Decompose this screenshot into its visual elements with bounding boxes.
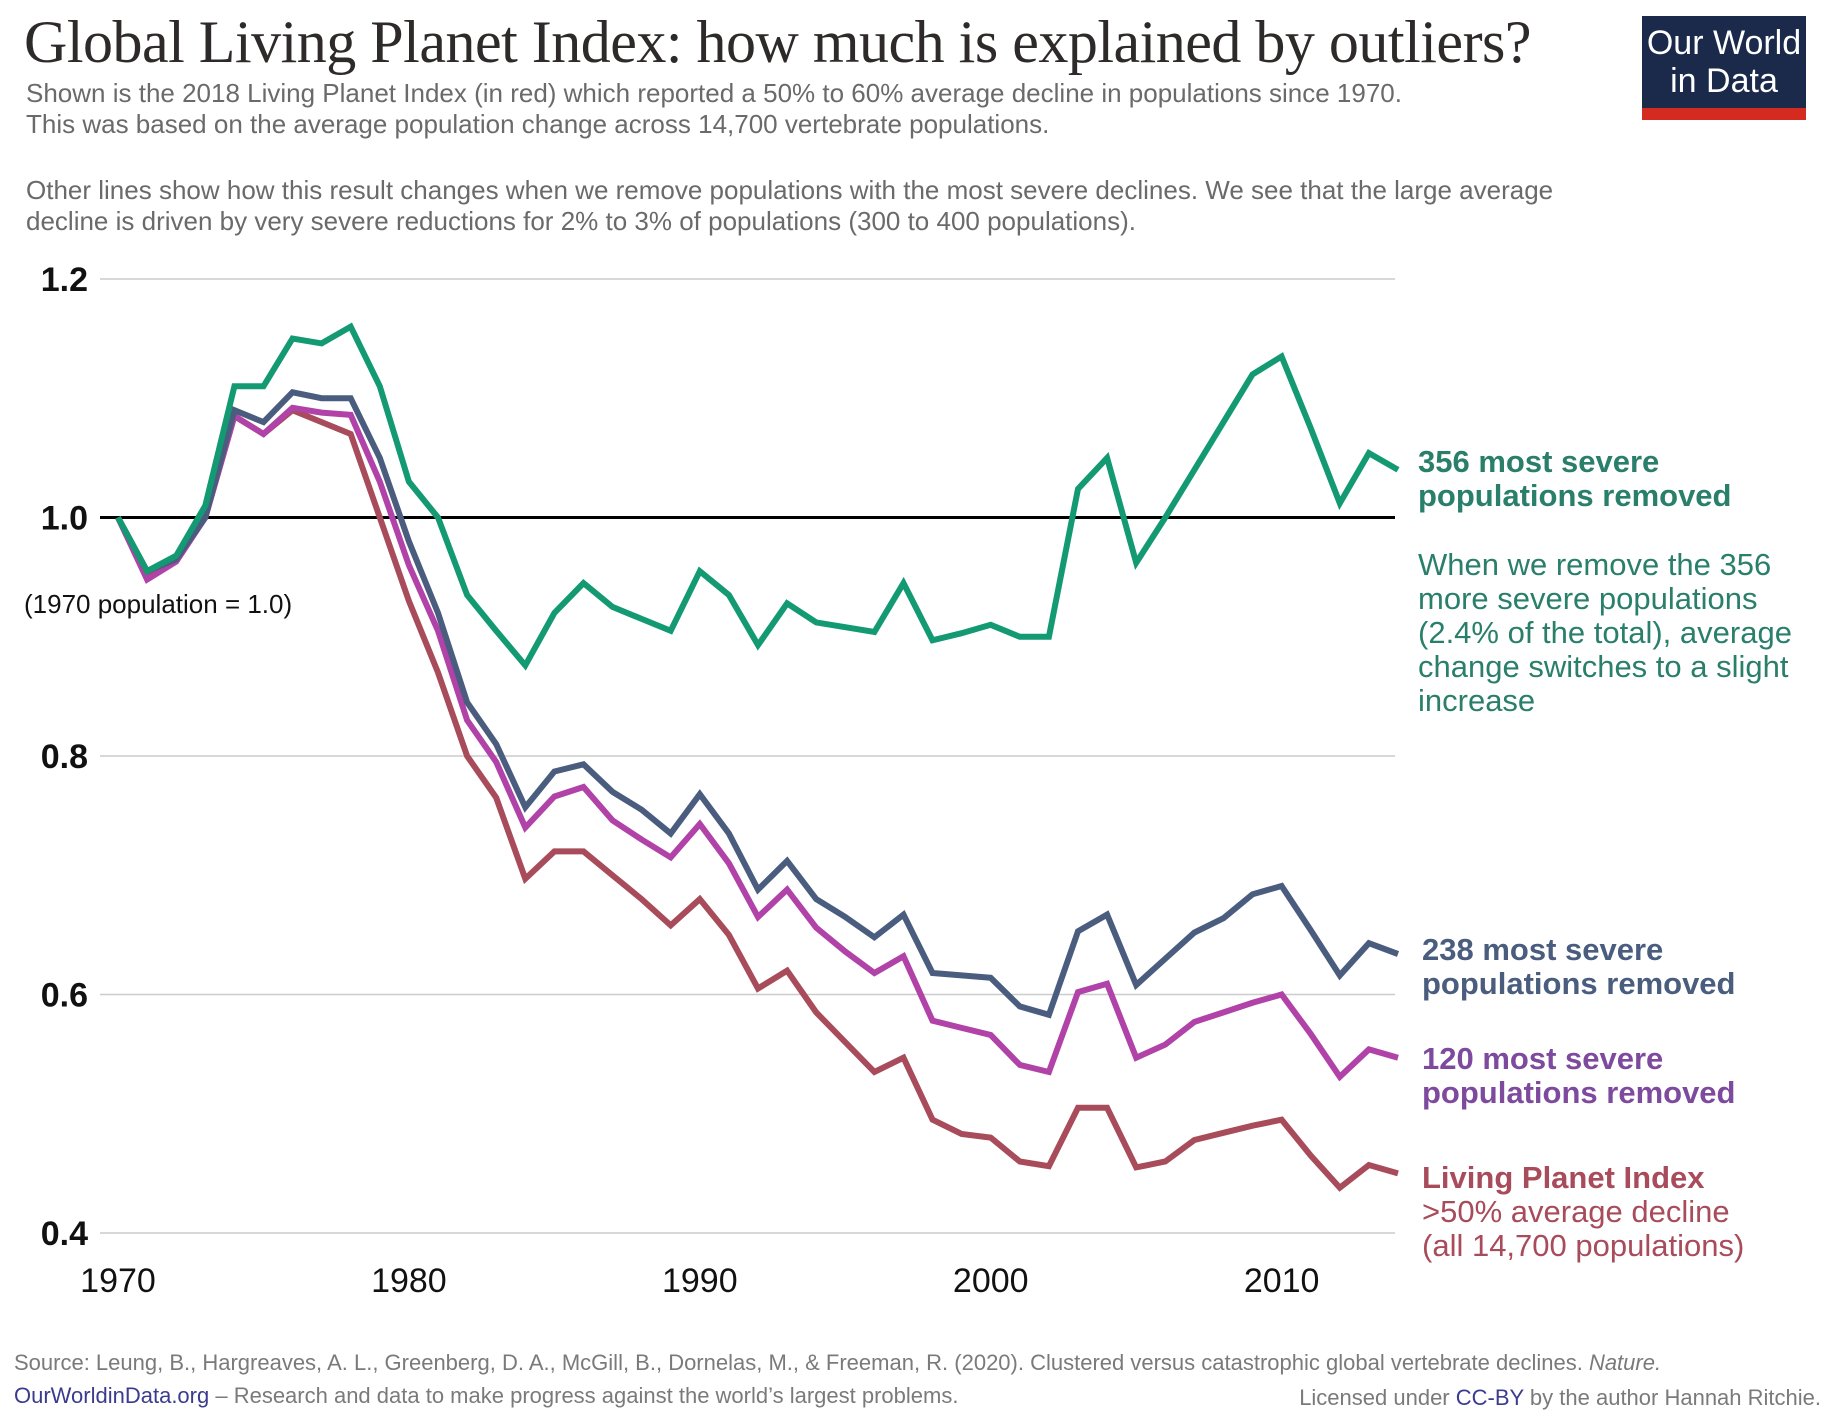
subtitle-line: decline is driven by very severe reducti… <box>26 206 1136 236</box>
x-tick-label: 2000 <box>953 1262 1029 1300</box>
label-lpi-line1: Living Planet Index <box>1422 1160 1705 1195</box>
owid-site-link[interactable]: OurWorldinData.org <box>14 1383 210 1408</box>
x-tick-label: 2010 <box>1244 1262 1320 1300</box>
license-note: Licensed under CC-BY by the author Hanna… <box>1299 1385 1821 1411</box>
y-axis-note: (1970 population = 1.0) <box>24 589 292 619</box>
green-note-line3: (2.4% of the total), average <box>1418 615 1792 650</box>
subtitle-line: Shown is the 2018 Living Planet Index (i… <box>26 78 1402 108</box>
series-line-living-planet-index <box>115 406 1399 1192</box>
subtitle-line: This was based on the average population… <box>26 109 1050 139</box>
site-note: OurWorldinData.org – Research and data t… <box>14 1383 958 1409</box>
green-note-line5: increase <box>1418 683 1535 718</box>
label-lpi-line3: (all 14,700 populations) <box>1422 1228 1744 1263</box>
y-tick-label: 0.4 <box>41 1215 88 1253</box>
x-tick-label: 1980 <box>371 1262 447 1300</box>
x-tick-label: 1990 <box>662 1262 738 1300</box>
label-238-removed-line1: 238 most severe <box>1422 932 1663 967</box>
owid-logo[interactable]: Our World in Data <box>1642 16 1806 120</box>
label-238-removed-line2: populations removed <box>1422 966 1735 1001</box>
subtitle-paragraph-2: Other lines show how this result changes… <box>26 175 1726 237</box>
x-tick-label: 1970 <box>80 1262 156 1300</box>
logo-accent-bar <box>1642 108 1806 120</box>
y-tick-label: 1.0 <box>41 500 88 538</box>
logo-text-line1: Our World <box>1646 24 1802 62</box>
label-lpi-line2: >50% average decline <box>1422 1194 1730 1229</box>
line-chart: 1.2 1.0 0.8 0.6 0.4 1970 1980 1990 2000 2010 (19… <box>24 261 1792 1300</box>
license-prefix: Licensed under <box>1299 1385 1456 1410</box>
label-120-removed-line2: populations removed <box>1422 1075 1735 1110</box>
series-line-356-removed <box>115 322 1400 671</box>
label-356-removed-line2: populations removed <box>1418 478 1731 513</box>
cc-by-link[interactable]: CC-BY <box>1455 1385 1524 1410</box>
source-note: Source: Leung, B., Hargreaves, A. L., Gr… <box>14 1350 1661 1376</box>
green-note-line1: When we remove the 356 <box>1418 547 1771 582</box>
y-tick-label: 1.2 <box>41 261 88 299</box>
site-tagline: – Research and data to make progress aga… <box>209 1383 959 1408</box>
logo-text-line2: in Data <box>1670 62 1778 100</box>
source-journal: Nature. <box>1588 1350 1662 1375</box>
y-tick-label: 0.8 <box>41 738 88 776</box>
label-120-removed-line1: 120 most severe <box>1422 1041 1663 1076</box>
series-line-120-removed <box>115 404 1399 1082</box>
green-note-line4: change switches to a slight <box>1418 649 1789 684</box>
subtitle-line: Other lines show how this result changes… <box>26 175 1554 205</box>
label-356-removed-line1: 356 most severe <box>1418 444 1659 479</box>
series-labels: 356 most severe populations removed When… <box>1418 444 1792 1263</box>
x-axis-ticks: 1970 1980 1990 2000 2010 <box>80 1262 1319 1300</box>
series-lines <box>115 322 1400 1192</box>
y-axis-ticks: 1.2 1.0 0.8 0.6 0.4 <box>41 261 88 1253</box>
series-line-238-removed <box>115 389 1400 1019</box>
license-suffix: by the author Hannah Ritchie. <box>1523 1385 1821 1410</box>
gridlines <box>100 278 1395 1234</box>
y-tick-label: 0.6 <box>41 977 88 1015</box>
source-text: Source: Leung, B., Hargreaves, A. L., Gr… <box>14 1350 1589 1375</box>
subtitle-paragraph-1: Shown is the 2018 Living Planet Index (i… <box>26 78 1726 140</box>
green-note-line2: more severe populations <box>1418 581 1757 616</box>
chart-title: Global Living Planet Index: how much is … <box>24 9 1532 75</box>
